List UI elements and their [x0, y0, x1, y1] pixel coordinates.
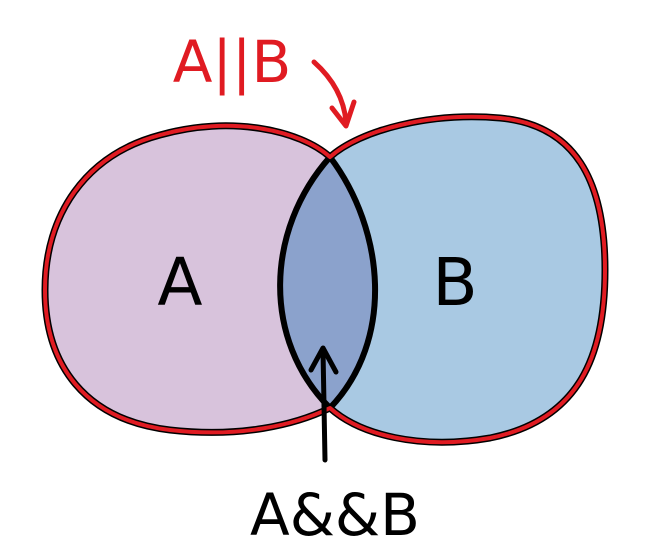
set-b-label: B: [432, 244, 477, 321]
intersection-arrow: [320, 347, 328, 463]
union-arrow-head: [329, 99, 357, 129]
union-label: A||B: [173, 28, 292, 96]
intersection-arrow-head: [308, 345, 339, 375]
intersection-region: [280, 157, 376, 408]
set-b-region: [330, 116, 605, 443]
set-a-label: A: [157, 244, 202, 321]
union-arrow: [311, 59, 349, 125]
set-b-inner-outline: [277, 154, 333, 411]
set-a-region: [45, 125, 330, 433]
intersection-label: A&&B: [250, 481, 420, 549]
set-a-inner-outline: [327, 154, 378, 411]
union-outline: [43, 114, 607, 445]
